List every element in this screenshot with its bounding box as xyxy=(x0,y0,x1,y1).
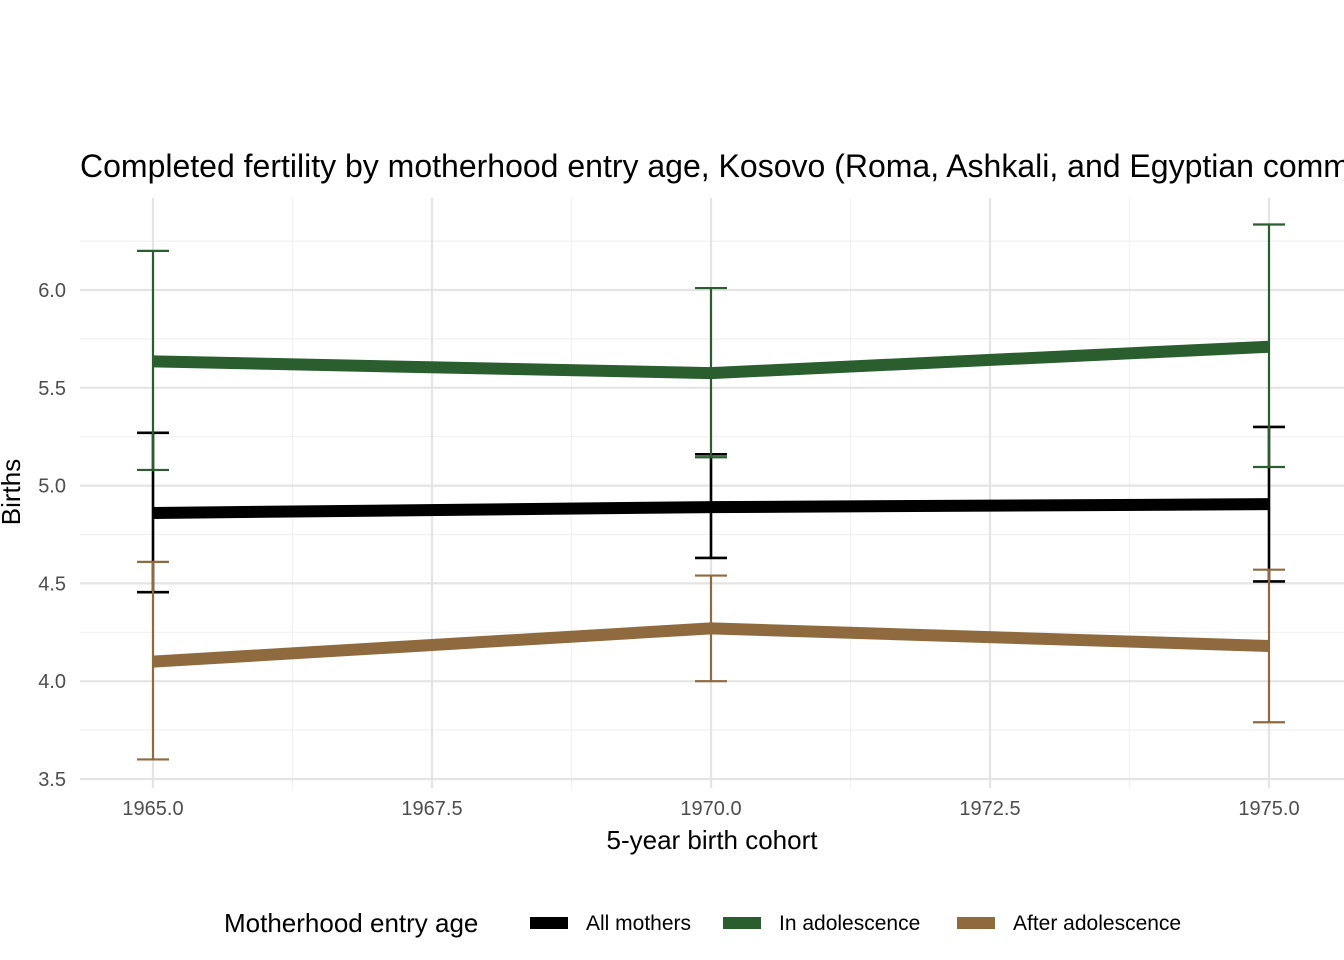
x-tick-label: 1965.0 xyxy=(122,798,183,820)
y-tick-label: 6.0 xyxy=(38,280,66,302)
y-tick-label: 5.0 xyxy=(38,476,66,498)
error-bar-after-adolescence xyxy=(1253,568,1285,724)
error-bar-in-adolescence xyxy=(1253,223,1285,469)
x-tick-label: 1972.5 xyxy=(959,798,1020,820)
error-bars xyxy=(137,223,1285,761)
error-bar-after-adolescence xyxy=(695,574,727,683)
x-tick-label: 1970.0 xyxy=(680,798,741,820)
legend-label-in-adolescence: In adolescence xyxy=(779,912,920,935)
error-bar-in-adolescence xyxy=(695,286,727,459)
y-tick-label: 4.0 xyxy=(38,671,66,693)
y-tick-label: 3.5 xyxy=(38,769,66,791)
x-tick-label: 1967.5 xyxy=(401,798,462,820)
chart-title: Completed fertility by motherhood entry … xyxy=(80,148,1344,184)
x-tick-label: 1975.0 xyxy=(1238,798,1299,820)
legend-label-all-mothers: All mothers xyxy=(586,912,691,935)
x-axis-title: 5-year birth cohort xyxy=(607,825,819,855)
y-tick-label: 4.5 xyxy=(38,573,66,595)
legend-label-after-adolescence: After adolescence xyxy=(1013,912,1181,935)
legend: Motherhood entry age All mothers In adole… xyxy=(224,908,1181,938)
error-bar-in-adolescence xyxy=(137,249,169,472)
y-axis-title: Births xyxy=(0,459,26,525)
x-axis-ticks: 1965.0 1967.5 1970.0 1972.5 1975.0 xyxy=(122,798,1299,820)
error-bar-after-adolescence xyxy=(137,560,169,761)
y-tick-label: 5.5 xyxy=(38,378,66,400)
y-axis-ticks: 3.5 4.0 4.5 5.0 5.5 6.0 xyxy=(38,280,66,791)
legend-title: Motherhood entry age xyxy=(224,908,478,938)
